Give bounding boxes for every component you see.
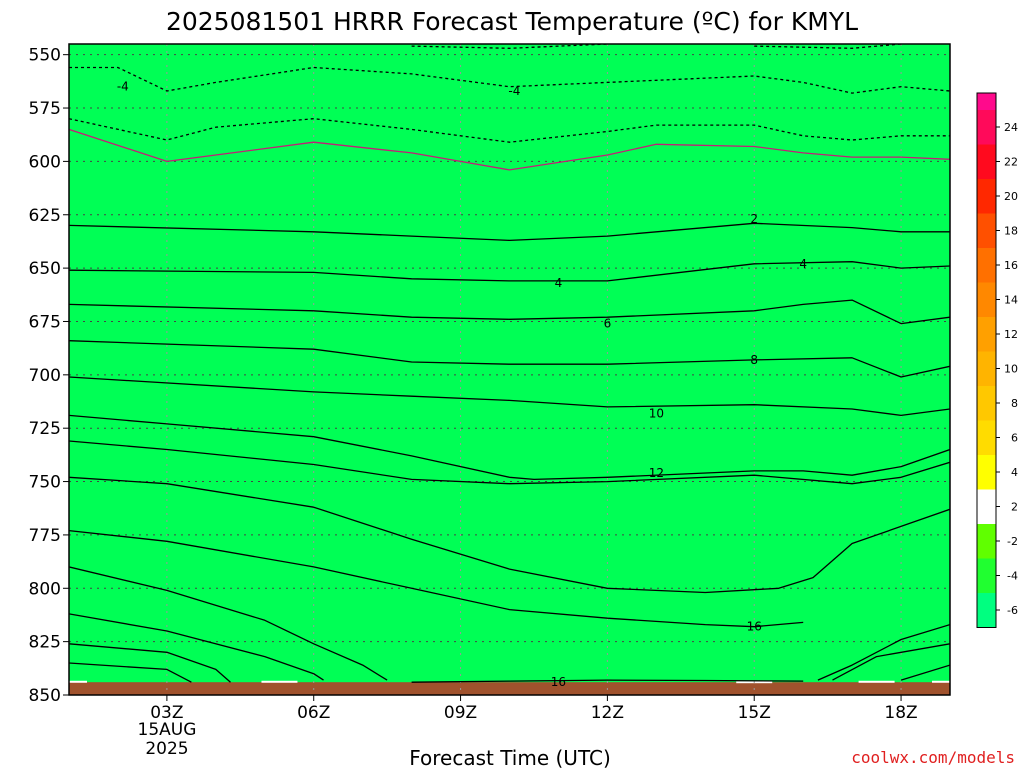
- colorbar-label: 20: [1004, 190, 1018, 203]
- y-tick-label: 800: [29, 579, 61, 599]
- isotherm-line: [900, 664, 950, 681]
- isotherm-line: [817, 623, 950, 681]
- colorbar-label: 12: [1004, 328, 1018, 341]
- isotherm-line: [69, 440, 950, 485]
- colorbar-label: 2: [1011, 501, 1018, 514]
- isotherm-line: [69, 376, 950, 417]
- colorbar-label: 10: [1004, 363, 1018, 376]
- colorbar-swatch: [977, 386, 996, 421]
- x-tick-label: 15Z: [738, 703, 771, 723]
- isotherm-line: [69, 662, 192, 683]
- colorbar-swatch: [977, 213, 996, 248]
- temperature-band-fill: [69, 44, 950, 695]
- isotherm-line: [69, 613, 324, 681]
- colorbar-swatch: [977, 93, 996, 110]
- isotherm-label: 16: [551, 675, 566, 689]
- colorbar-frame: [976, 92, 997, 628]
- x-date-line-1: 15AUG: [138, 720, 197, 740]
- y-tick-label: 650: [29, 259, 61, 279]
- isotherm-line: [754, 44, 902, 49]
- isotherm-label: 10: [649, 406, 664, 420]
- isotherm-label: -4: [508, 84, 520, 98]
- isotherm-label: 6: [604, 317, 612, 331]
- isotherm-line: [69, 128, 950, 171]
- x-date-line-2: 2025: [145, 739, 188, 759]
- isotherm-line: [69, 340, 950, 378]
- y-tick-label: 775: [29, 526, 61, 546]
- plot-frame: [68, 43, 951, 696]
- colorbar-label: 18: [1004, 225, 1018, 238]
- surface-marker: [261, 680, 298, 683]
- colorbar-label: 24: [1004, 121, 1018, 134]
- colorbar-swatch: [977, 489, 996, 524]
- isotherm-line: [411, 44, 608, 49]
- colorbar-label: -6: [1007, 604, 1018, 617]
- colorbar-label: 4: [1011, 466, 1018, 479]
- isotherm-label: -4: [117, 80, 129, 94]
- isotherm-label: 4: [555, 276, 563, 290]
- x-tick-label: 03Z: [150, 703, 183, 723]
- x-tick-label: 09Z: [444, 703, 477, 723]
- y-tick-label: 700: [29, 366, 61, 386]
- x-tick-label: 18Z: [884, 703, 917, 723]
- chart-title: 2025081501 HRRR Forecast Temperature (ºC…: [166, 7, 858, 36]
- y-tick-label: 850: [29, 686, 61, 706]
- isotherm-label: 2: [750, 212, 758, 226]
- terrain-surface: [69, 682, 950, 695]
- colorbar-swatch: [977, 351, 996, 386]
- isotherm-line: [69, 118, 950, 143]
- colorbar-swatch: [977, 282, 996, 317]
- colorbar-swatch: [977, 558, 996, 593]
- isotherm-label: 16: [747, 620, 762, 634]
- colorbar-label: 14: [1004, 294, 1018, 307]
- colorbar-swatch: [977, 179, 996, 214]
- isotherm-label: 8: [750, 353, 758, 367]
- colorbar-label: 6: [1011, 432, 1018, 445]
- isotherm-line: [69, 261, 950, 282]
- y-tick-label: 550: [29, 46, 61, 66]
- x-axis-label: Forecast Time (UTC): [409, 746, 611, 768]
- colorbar-swatch: [977, 144, 996, 179]
- isotherm-line: [69, 476, 950, 594]
- colorbar-swatch: [977, 317, 996, 352]
- isotherm-line: [69, 414, 950, 481]
- colorbar-label: -4: [1007, 570, 1018, 583]
- isotherm-line: [832, 643, 950, 681]
- y-tick-label: 750: [29, 473, 61, 493]
- y-tick-label: 600: [29, 152, 61, 172]
- surface-marker: [69, 680, 87, 683]
- y-tick-label: 825: [29, 633, 61, 653]
- colorbar-swatch: [977, 593, 996, 628]
- surface-marker: [932, 680, 950, 683]
- isotherm-line: [69, 222, 950, 242]
- colorbar-swatch: [977, 110, 996, 145]
- isotherm-line: [69, 299, 950, 325]
- colorbar-label: -2: [1007, 535, 1018, 548]
- isotherm-line: [411, 679, 804, 683]
- isotherm-line: [69, 566, 388, 681]
- colorbar-label: 16: [1004, 259, 1018, 272]
- colorbar-label: 22: [1004, 156, 1018, 169]
- colorbar-swatch: [977, 524, 996, 559]
- isotherm-line: [69, 529, 804, 628]
- isotherm-label: 4: [799, 257, 807, 271]
- isotherm-label: 12: [649, 466, 664, 480]
- y-tick-label: 675: [29, 312, 61, 332]
- y-tick-label: 625: [29, 206, 61, 226]
- colorbar-swatch: [977, 420, 996, 455]
- credit-text: coolwx.com/models: [851, 748, 1015, 767]
- colorbar-swatch: [977, 455, 996, 490]
- surface-marker: [858, 680, 895, 683]
- y-tick-label: 725: [29, 419, 61, 439]
- y-tick-label: 575: [29, 99, 61, 119]
- x-tick-label: 06Z: [297, 703, 330, 723]
- x-tick-label: 12Z: [591, 703, 624, 723]
- colorbar-swatch: [977, 248, 996, 283]
- colorbar-label: 8: [1011, 397, 1018, 410]
- isotherm-line: [69, 643, 231, 683]
